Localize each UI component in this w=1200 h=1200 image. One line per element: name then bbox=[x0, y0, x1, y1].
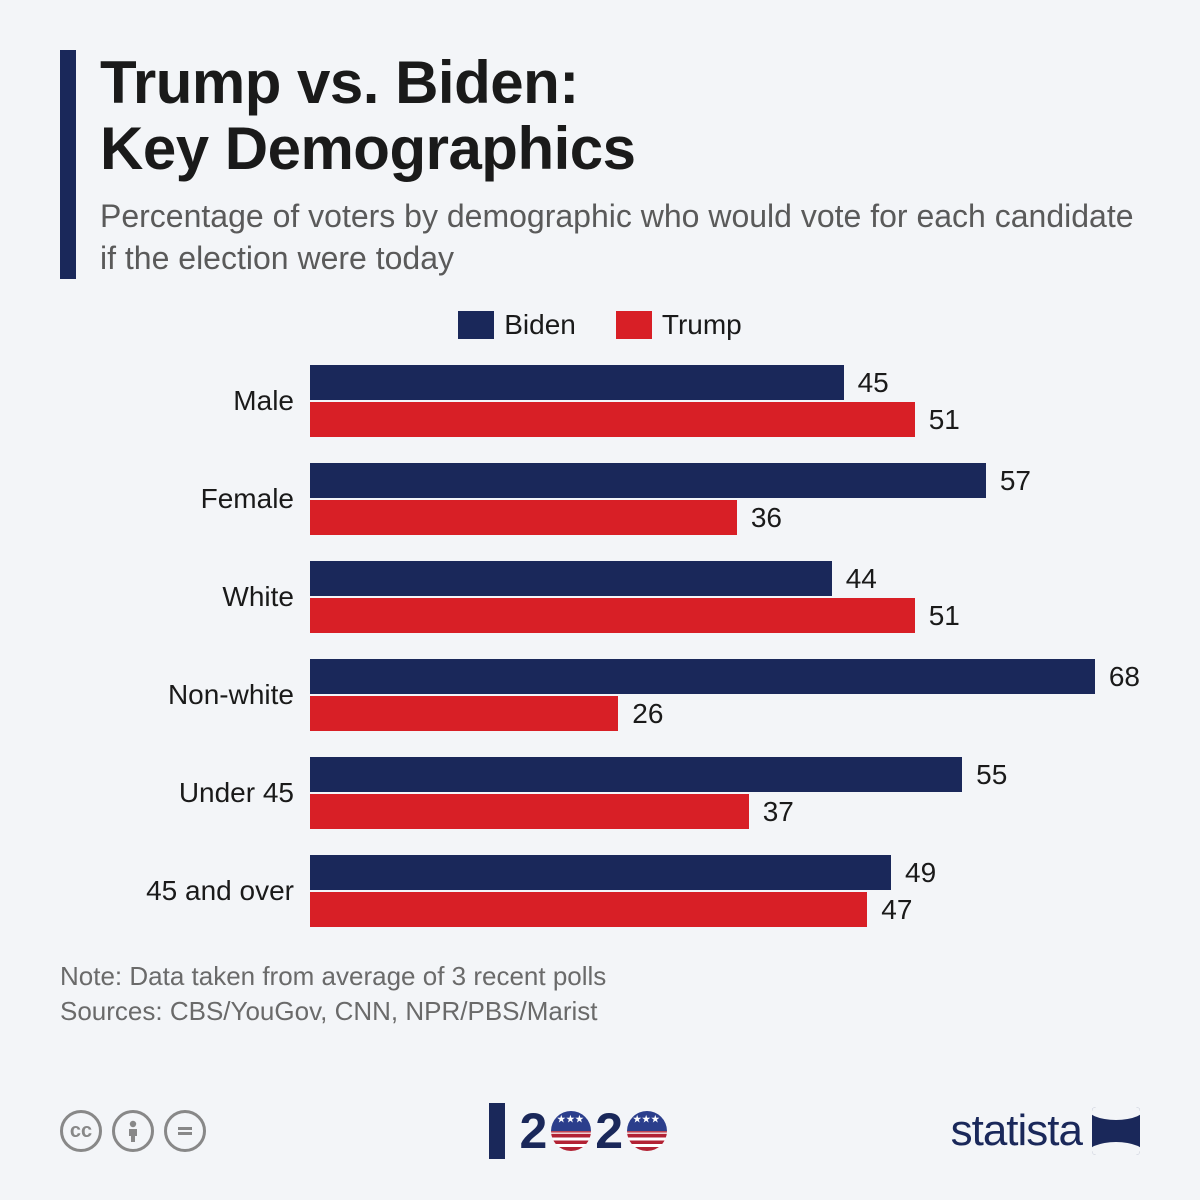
bar-value-biden: 57 bbox=[1000, 465, 1031, 497]
category-label: White bbox=[120, 561, 310, 633]
bars-container: 4947 bbox=[310, 855, 1140, 927]
statista-wave-icon bbox=[1092, 1107, 1140, 1155]
chart-group: 45 and over4947 bbox=[120, 855, 1140, 927]
category-label: Female bbox=[120, 463, 310, 535]
category-label: 45 and over bbox=[120, 855, 310, 927]
bar-trump bbox=[310, 892, 867, 927]
license-icons: cc bbox=[60, 1110, 206, 1152]
category-label: Under 45 bbox=[120, 757, 310, 829]
legend-swatch-trump bbox=[616, 311, 652, 339]
footer: cc 2 2 statista bbox=[60, 1082, 1140, 1160]
bar-row-trump: 51 bbox=[310, 402, 1140, 437]
bar-row-biden: 55 bbox=[310, 757, 1140, 792]
bar-value-trump: 26 bbox=[632, 698, 663, 730]
nd-icon bbox=[164, 1110, 206, 1152]
bar-row-biden: 68 bbox=[310, 659, 1140, 694]
bars-container: 55 37 bbox=[310, 757, 1140, 829]
by-icon bbox=[112, 1110, 154, 1152]
bar-value-biden: 44 bbox=[846, 563, 877, 595]
bar-row-biden: 57 bbox=[310, 463, 1140, 498]
bar-biden bbox=[310, 561, 832, 596]
year-digit-1: 2 bbox=[519, 1102, 547, 1160]
bars-container: 45 51 bbox=[310, 365, 1140, 437]
bar-biden bbox=[310, 365, 844, 400]
category-label: Non-white bbox=[120, 659, 310, 731]
bar-trump bbox=[310, 696, 618, 731]
bar-value-trump: 37 bbox=[763, 796, 794, 828]
year-2020: 2 2 bbox=[489, 1102, 667, 1160]
bar-row-biden: 49 bbox=[310, 855, 1140, 890]
accent-bar bbox=[60, 50, 76, 279]
bar-value-trump: 47 bbox=[881, 894, 912, 926]
bar-value-biden: 45 bbox=[858, 367, 889, 399]
note-line-1: Note: Data taken from average of 3 recen… bbox=[60, 961, 606, 991]
legend-item-biden: Biden bbox=[458, 309, 576, 341]
subtitle: Percentage of voters by demographic who … bbox=[100, 196, 1140, 279]
bars-container: 44 51 bbox=[310, 561, 1140, 633]
category-label: Male bbox=[120, 365, 310, 437]
bar-row-trump: 51 bbox=[310, 598, 1140, 633]
bar-row-trump: 37 bbox=[310, 794, 1140, 829]
bar-trump bbox=[310, 598, 915, 633]
legend: Biden Trump bbox=[60, 309, 1140, 341]
bar-row-biden: 45 bbox=[310, 365, 1140, 400]
cc-icon: cc bbox=[60, 1110, 102, 1152]
bar-row-biden: 44 bbox=[310, 561, 1140, 596]
legend-swatch-biden bbox=[458, 311, 494, 339]
brand-text: statista bbox=[951, 1106, 1082, 1156]
year-accent-bar bbox=[489, 1103, 505, 1159]
bar-value-biden: 68 bbox=[1109, 661, 1140, 693]
chart-group: Female 57 36 bbox=[120, 463, 1140, 535]
legend-label-biden: Biden bbox=[504, 309, 576, 341]
note-line-2: Sources: CBS/YouGov, CNN, NPR/PBS/Marist bbox=[60, 996, 598, 1026]
chart-group: Under 45 55 37 bbox=[120, 757, 1140, 829]
bar-value-trump: 51 bbox=[929, 600, 960, 632]
legend-label-trump: Trump bbox=[662, 309, 742, 341]
bar-row-trump: 36 bbox=[310, 500, 1140, 535]
bar-value-trump: 51 bbox=[929, 404, 960, 436]
flag-icon bbox=[627, 1111, 667, 1151]
bar-biden bbox=[310, 757, 962, 792]
year-digit-3: 2 bbox=[595, 1102, 623, 1160]
note: Note: Data taken from average of 3 recen… bbox=[60, 959, 1140, 1029]
bars-container: 57 36 bbox=[310, 463, 1140, 535]
bar-chart: Male 45 51 Female 57 36 White 44 51 Non-white 68 26… bbox=[60, 365, 1140, 953]
title-line-2: Key Demographics bbox=[100, 115, 636, 182]
statista-logo: statista bbox=[951, 1106, 1140, 1156]
bar-trump bbox=[310, 500, 737, 535]
title-block: Trump vs. Biden: Key Demographics Percen… bbox=[100, 50, 1140, 279]
title-line-1: Trump vs. Biden: bbox=[100, 49, 579, 116]
flag-icon bbox=[551, 1111, 591, 1151]
bar-row-trump: 26 bbox=[310, 696, 1140, 731]
bar-trump bbox=[310, 794, 749, 829]
header: Trump vs. Biden: Key Demographics Percen… bbox=[60, 50, 1140, 279]
bar-row-trump: 47 bbox=[310, 892, 1140, 927]
chart-group: Male 45 51 bbox=[120, 365, 1140, 437]
bar-value-biden: 49 bbox=[905, 857, 936, 889]
bars-container: 68 26 bbox=[310, 659, 1140, 731]
bar-value-biden: 55 bbox=[976, 759, 1007, 791]
bar-biden bbox=[310, 463, 986, 498]
bar-biden bbox=[310, 855, 891, 890]
chart-group: Non-white 68 26 bbox=[120, 659, 1140, 731]
page-title: Trump vs. Biden: Key Demographics bbox=[100, 50, 1140, 182]
legend-item-trump: Trump bbox=[616, 309, 742, 341]
bar-value-trump: 36 bbox=[751, 502, 782, 534]
bar-biden bbox=[310, 659, 1095, 694]
bar-trump bbox=[310, 402, 915, 437]
chart-group: White 44 51 bbox=[120, 561, 1140, 633]
